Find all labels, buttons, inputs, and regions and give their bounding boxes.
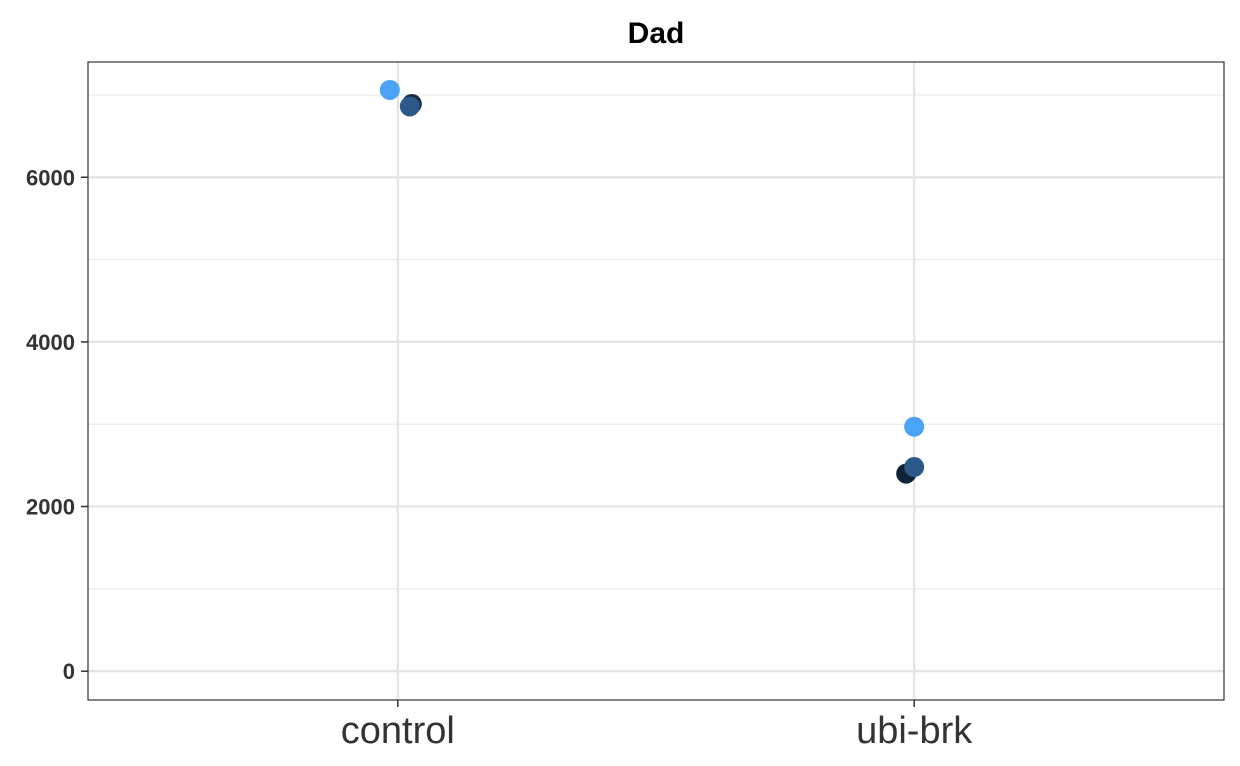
data-point-ubi-brk	[904, 416, 925, 437]
y-tick-label: 6000	[26, 165, 75, 190]
x-tick-label: control	[341, 710, 455, 752]
x-tick-label: ubi-brk	[856, 710, 973, 752]
grid	[88, 62, 1224, 700]
y-tick-label: 4000	[26, 330, 75, 355]
data-points	[379, 79, 925, 484]
y-tick-label: 0	[63, 659, 75, 684]
axis-ticks: 0 2000 4000 6000 control ubi-brk	[26, 165, 973, 752]
data-point-control	[379, 79, 400, 100]
data-point-control	[399, 96, 420, 117]
chart-title: Dad	[628, 17, 685, 50]
data-point-ubi-brk	[904, 457, 925, 478]
plot-panel-border	[87, 61, 1225, 701]
y-tick-label: 2000	[26, 495, 75, 520]
